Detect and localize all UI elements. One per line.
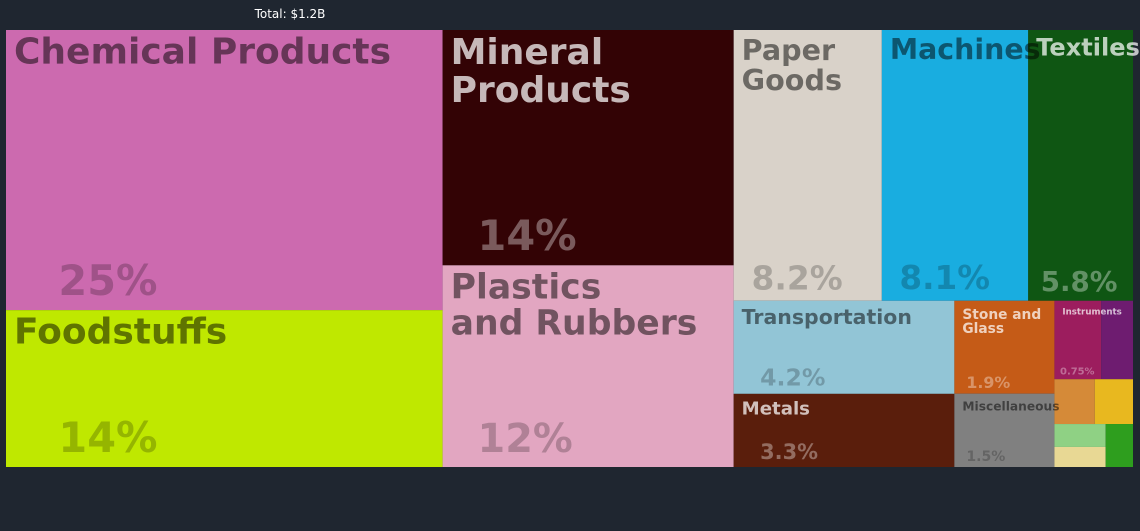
tile <box>733 300 955 394</box>
tile <box>1054 424 1106 447</box>
tile <box>1054 300 1102 380</box>
tile <box>954 393 1055 467</box>
tile <box>733 393 955 467</box>
value-label: 25% <box>58 257 157 305</box>
value-label: 14% <box>58 414 157 462</box>
tile-label: Miscellaneous <box>962 399 1059 413</box>
tile-label: Transportation <box>742 305 912 329</box>
tile-label: Textiles <box>1036 34 1140 62</box>
tile-label: Instruments <box>1062 307 1121 317</box>
value-label: 3.3% <box>760 440 818 464</box>
tile-label: Plastics and Rubbers <box>451 267 698 343</box>
tile-label: Metals <box>742 399 810 420</box>
tile <box>442 265 734 467</box>
tile <box>6 310 443 467</box>
tile-label-line: Goods <box>742 63 842 97</box>
value-label: 5.8% <box>1041 265 1118 298</box>
value-label: 1.9% <box>966 373 1010 392</box>
value-label: 1.5% <box>966 449 1005 465</box>
tile <box>1105 424 1133 467</box>
tile-label-line: Plastics <box>451 267 602 307</box>
tile <box>954 300 1055 394</box>
tile <box>1094 379 1133 425</box>
tile-label-line: and Rubbers <box>451 303 698 343</box>
tile <box>1028 30 1133 301</box>
tile-label-line: Stone and <box>962 306 1041 322</box>
tile <box>733 30 882 301</box>
chart-title: Total: $1.2B <box>254 7 326 21</box>
tile-label: Machines <box>890 33 1041 66</box>
tile-label: Foodstuffs <box>14 312 227 353</box>
tile-label: Chemical Products <box>14 32 391 73</box>
tile-label: Mineral Products <box>451 32 631 111</box>
value-label: 8.1% <box>899 259 990 297</box>
tile <box>6 30 443 311</box>
value-label: 8.2% <box>751 258 842 297</box>
tile-label-line: Mineral <box>451 32 604 73</box>
tile <box>881 30 1029 301</box>
tile-label-line: Paper <box>742 33 836 67</box>
tile <box>442 30 734 266</box>
tile <box>1054 379 1095 425</box>
value-label: 14% <box>478 212 577 260</box>
value-label: 0.75% <box>1060 367 1095 378</box>
tile-label: Paper Goods <box>742 33 842 97</box>
tile <box>1101 300 1133 380</box>
tile-label-line: Products <box>451 69 631 110</box>
value-label: 12% <box>478 416 573 462</box>
tile <box>1054 446 1106 467</box>
value-label: 4.2% <box>760 364 825 392</box>
tile-label: Stone and Glass <box>962 306 1041 336</box>
tile-label-line: Glass <box>962 321 1004 337</box>
